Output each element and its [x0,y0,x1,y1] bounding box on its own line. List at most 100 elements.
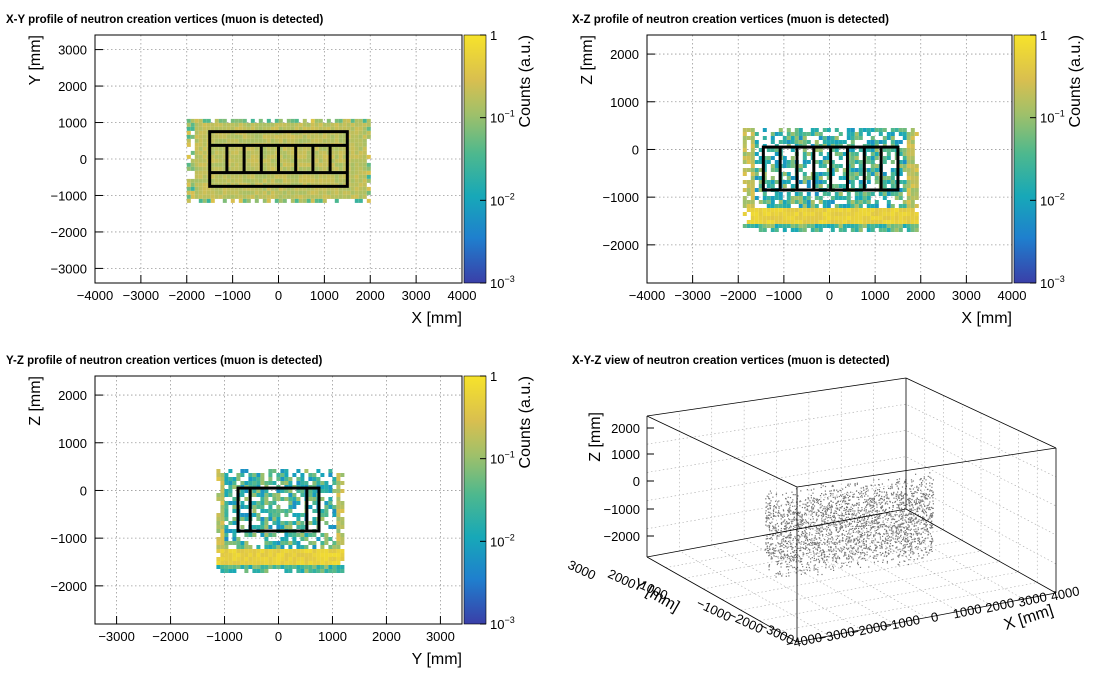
scatter-point [895,483,897,485]
heatmap-cell [248,561,253,565]
scatter-point [877,526,880,528]
heatmap-cell [324,485,329,489]
heatmap-cell [288,489,293,493]
heatmap-cell [276,557,281,561]
heatmap-cell [786,200,791,204]
heatmap-cell [202,190,207,195]
heatmap-cell [834,212,839,216]
heatmap-cell [358,178,363,183]
scatter-point [806,536,808,539]
scatter-point [823,541,825,544]
scatter-point [902,494,904,496]
scatter-point [793,525,795,527]
heatmap-cell [216,517,221,521]
scatter-point [915,499,917,501]
scatter-point [825,511,827,513]
heatmap-cell [850,148,855,152]
scatter-point [830,549,832,551]
scatter-point [773,506,775,508]
heatmap-cell [340,549,345,553]
heatmap-cell [336,505,341,509]
z-tick-label: 10−3 [490,274,515,291]
heatmap-cell [228,485,233,489]
scatter-point [809,538,811,541]
scatter-point [825,533,827,535]
heatmap-cell [770,168,775,172]
z-tick-label: 10−3 [490,615,515,632]
scatter-point [828,546,830,548]
heatmap-cell [854,152,859,156]
heatmap-cell [758,212,763,216]
heatmap-cell [240,469,245,473]
scatter-point [862,526,865,528]
panel-xz-plot: −4000 −3000 −2000 −1000 0 1000 2000 3000 4000−20… [579,28,1084,327]
heatmap-cell [770,148,775,152]
heatmap-cell [190,122,195,127]
heatmap-cell [826,204,831,208]
scatter-point [807,497,809,499]
heatmap-cell [288,549,293,553]
scatter-point [777,561,779,563]
scatter-point [845,552,847,554]
heatmap-cell [746,152,751,156]
heatmap-cell [210,158,215,163]
heatmap-cell [842,196,847,200]
scatter-point [832,521,834,523]
heatmap-cell [270,146,275,151]
scatter-point [911,484,913,486]
heatmap-cell [334,158,339,163]
heatmap-cell [226,134,231,139]
scatter-point [777,542,779,544]
heatmap-cell [854,132,859,136]
scatter-point [797,513,799,515]
scatter-point [899,526,901,528]
heatmap-cell [228,549,233,553]
scatter-point [816,528,818,530]
heatmap-cell [320,545,325,549]
heatmap-cell [322,154,327,159]
scatter-point [922,510,924,513]
scatter-point [770,556,772,558]
scatter-point [865,501,867,503]
scatter-point [874,495,876,497]
heatmap-cell [240,525,245,529]
scatter-point [888,513,890,515]
scatter-point [873,521,875,523]
scatter-point [860,528,863,530]
heatmap-cell [790,228,795,232]
heatmap-cell [790,156,795,160]
heatmap-cell [218,166,223,171]
heatmap-cell [878,140,883,144]
heatmap-cell [854,228,859,232]
heatmap-cell [318,198,323,203]
heatmap-cell [910,144,915,148]
scatter-point [822,485,824,487]
scatter-point [892,537,894,539]
panel-xy: X-Y profile of neutron creation vertices… [6,14,534,327]
scatter-point [896,539,898,541]
scatter-point [859,556,861,558]
heatmap-cell [308,473,313,477]
scatter-point [847,542,849,544]
heatmap-cell [286,126,291,131]
heatmap-cell [274,122,279,127]
scatter-point [903,504,905,506]
heatmap-cell [298,166,303,171]
scatter-point [783,547,785,549]
heatmap-cell [194,154,199,159]
scatter-point [905,520,907,522]
scatter-point [912,541,914,543]
heatmap-cell [862,212,867,216]
y-tick-label: −1000 [602,190,639,205]
scatter-point [876,529,878,531]
heatmap-cell [236,537,241,541]
heatmap-cell [902,188,907,192]
heatmap-cell [306,174,311,179]
heatmap-cell [186,194,191,199]
scatter-point [922,508,924,510]
scatter-point [837,500,839,502]
heatmap-cell [366,178,371,183]
scatter-point [833,512,835,514]
heatmap-cell [220,505,225,509]
